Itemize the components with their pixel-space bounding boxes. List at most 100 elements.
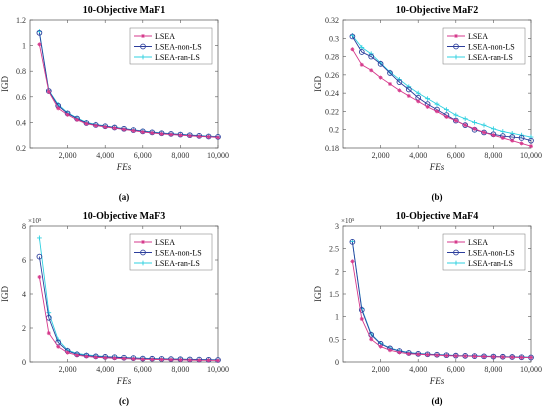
panel-caption: (d)	[432, 396, 443, 406]
x-axis-label: FEs	[429, 376, 445, 386]
panel-caption: (a)	[119, 192, 130, 202]
legend-label: LSEA	[155, 32, 175, 41]
panel-caption: (c)	[119, 396, 129, 406]
data-point	[112, 356, 117, 361]
data-point	[150, 130, 155, 135]
y-axis-label: IGD	[313, 76, 323, 92]
data-point	[350, 259, 355, 264]
y-tick-label: 2.5	[329, 245, 339, 254]
legend-label: LSEA-non-LS	[468, 43, 515, 52]
series-lsea	[37, 42, 220, 140]
legend-item: LSEA-non-LS	[134, 249, 202, 258]
data-point	[510, 138, 515, 143]
legend-box	[442, 27, 526, 65]
data-point	[36, 29, 43, 36]
legend-label: LSEA-non-LS	[468, 249, 515, 258]
y-tick-label: 0.22	[325, 107, 339, 116]
data-point	[216, 358, 220, 363]
data-point	[452, 117, 459, 124]
y-tick-label: 0.2	[16, 144, 26, 153]
data-point	[216, 135, 220, 140]
data-point	[435, 353, 439, 358]
chart-title: 10-Objective MaF1	[83, 5, 165, 16]
y-tick-label: 4	[22, 290, 26, 299]
y-axis-multiplier: ×10⁵	[28, 217, 42, 225]
legend-box	[129, 233, 213, 271]
legend-item: LSEA-non-LS	[447, 43, 515, 52]
y-tick-label: 0.28	[325, 53, 339, 62]
data-point	[56, 344, 61, 349]
data-point	[529, 355, 533, 360]
legend-marker	[454, 34, 458, 38]
data-point	[500, 135, 505, 140]
data-point	[359, 316, 364, 321]
y-tick-label: 1	[335, 313, 339, 322]
data-point	[453, 353, 458, 358]
legend-item: LSEA-ran-LS	[447, 53, 513, 62]
legend-label: LSEA	[155, 238, 175, 247]
chart-title: 10-Objective MaF2	[396, 5, 478, 16]
data-point	[46, 310, 52, 316]
data-point	[206, 358, 211, 363]
x-tick-label: 8,000	[171, 151, 189, 160]
y-tick-label: 0.24	[325, 89, 339, 98]
legend-label: LSEA-ran-LS	[155, 53, 200, 62]
y-tick-label: 0	[22, 358, 26, 367]
y-axis-label: IGD	[0, 286, 10, 302]
data-point	[169, 357, 173, 362]
data-point	[65, 112, 70, 117]
data-point	[140, 357, 145, 362]
data-point	[93, 355, 98, 360]
x-tick-label: 2,000	[59, 151, 77, 160]
data-point	[75, 117, 79, 122]
data-point	[482, 354, 486, 359]
y-axis-multiplier: ×10⁵	[341, 217, 355, 225]
data-point	[510, 355, 515, 360]
x-tick-label: 8,000	[484, 365, 502, 374]
legend-marker	[141, 34, 145, 38]
data-point	[444, 107, 449, 112]
legend-marker	[454, 240, 458, 244]
data-point	[396, 79, 403, 86]
x-tick-label: 10,000	[520, 151, 542, 160]
data-point	[187, 358, 192, 363]
y-tick-label: 0	[335, 358, 339, 367]
chart-title: 10-Objective MaF3	[83, 211, 165, 222]
data-point	[103, 124, 108, 129]
data-point	[387, 70, 393, 76]
data-point	[472, 120, 477, 125]
data-point	[378, 75, 383, 80]
legend-label: LSEA-non-LS	[155, 249, 202, 258]
y-tick-label: 0.6	[16, 93, 26, 102]
chart-panel-3: 10-Objective MaF3 2,000 4,000 6,000 8,000 10,…	[0, 211, 229, 406]
legend-item: LSEA-non-LS	[447, 249, 515, 258]
legend-item: LSEA	[447, 32, 488, 41]
data-point	[122, 356, 126, 361]
data-point	[37, 42, 42, 47]
y-tick-label: 2	[22, 324, 26, 333]
data-point	[206, 134, 211, 139]
y-axis-label: IGD	[313, 286, 323, 302]
legend-box	[442, 233, 526, 271]
chart-title: 10-Objective MaF4	[396, 211, 478, 222]
data-point	[529, 144, 533, 149]
data-point	[358, 307, 365, 313]
x-tick-label: 8,000	[484, 151, 502, 160]
data-point	[462, 116, 468, 122]
data-point	[416, 352, 421, 357]
y-axis-label: IGD	[0, 76, 10, 92]
x-tick-label: 4,000	[96, 151, 114, 160]
legend-box	[129, 27, 213, 65]
y-tick-label: 6	[22, 256, 26, 265]
chart-panel-1: 10-Objective MaF1 2,000 4,000 6,000 8,000 10,…	[0, 5, 229, 202]
data-point	[36, 253, 43, 260]
y-tick-label: 0.2	[329, 126, 339, 135]
data-point	[397, 88, 402, 93]
legend-label: LSEA-non-LS	[155, 43, 202, 52]
legend-item: LSEA-ran-LS	[134, 53, 200, 62]
legend-item: LSEA	[134, 32, 175, 41]
y-tick-label: 0.32	[325, 16, 339, 25]
chart-panel-2: 10-Objective MaF2 2,000 4,000 6,000 8,000 10,…	[313, 5, 542, 202]
